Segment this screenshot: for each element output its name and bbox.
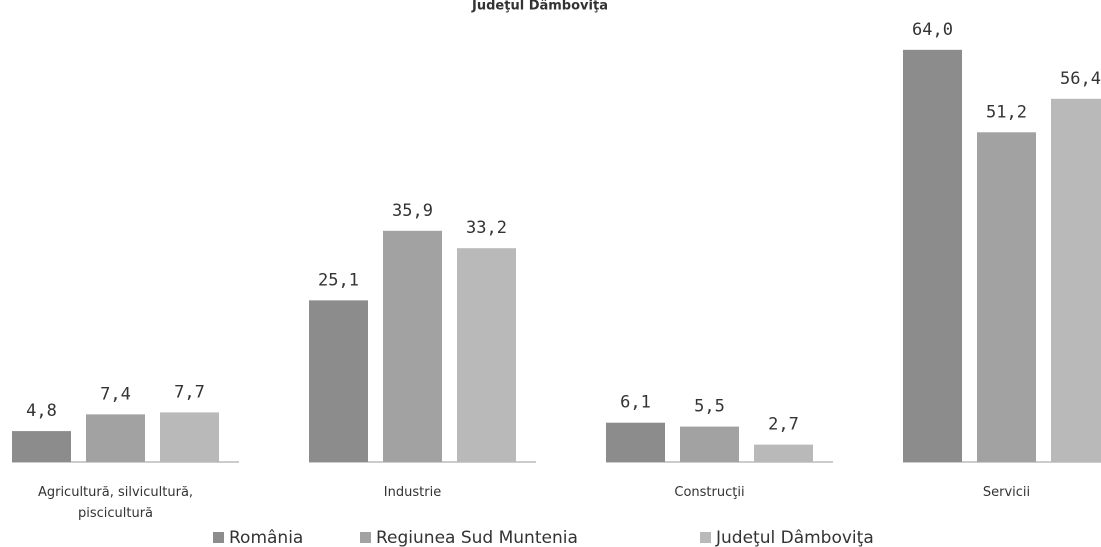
bar [160, 412, 219, 462]
bar [12, 431, 71, 462]
data-label: 5,5 [694, 397, 725, 417]
data-label: 64,0 [912, 20, 953, 40]
legend-swatch [360, 532, 371, 543]
data-label: 56,4 [1060, 69, 1101, 89]
legend-label: Judeţul Dâmboviţa [715, 528, 874, 547]
x-tick-label: Construcţii [674, 485, 745, 500]
legend-swatch [213, 532, 224, 543]
bar [383, 230, 442, 462]
data-label: 25,1 [318, 270, 359, 290]
data-label: 7,4 [100, 384, 131, 404]
bar [606, 422, 665, 462]
bar [457, 248, 516, 462]
data-label: 2,7 [768, 415, 799, 435]
legend-label: Regiunea Sud Muntenia [376, 528, 578, 547]
legend-label: România [229, 528, 303, 547]
data-label: 7,7 [174, 382, 205, 402]
x-tick-label: Agricultură, silvicultură, piscicultură [37, 485, 194, 521]
bar [977, 132, 1036, 462]
bar [1051, 98, 1101, 462]
chart-title: Judeţul Dâmboviţa [471, 0, 608, 14]
bar [309, 300, 368, 462]
data-label: 33,2 [466, 218, 507, 238]
bar [680, 426, 739, 462]
legend-swatch [700, 532, 711, 543]
data-label: 4,8 [26, 401, 57, 421]
x-tick-label: Servicii [982, 485, 1031, 500]
data-label: 6,1 [620, 393, 651, 413]
bar [86, 414, 145, 462]
data-label: 51,2 [986, 102, 1027, 122]
bar [903, 49, 962, 463]
x-tick-label: Industrie [383, 485, 442, 500]
bar [754, 444, 813, 462]
data-label: 35,9 [392, 201, 433, 221]
